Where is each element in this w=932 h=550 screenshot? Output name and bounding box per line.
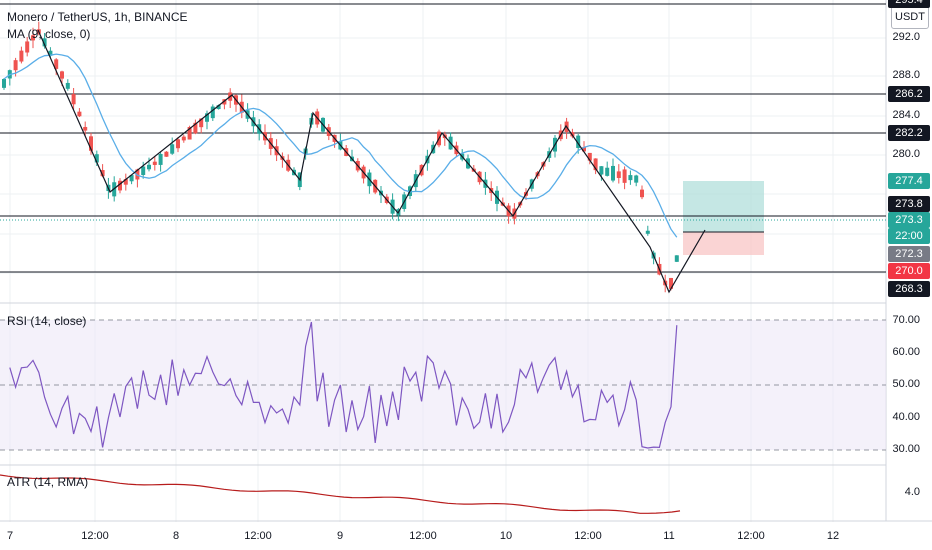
candle-body[interactable]: [193, 122, 198, 134]
candle-body[interactable]: [210, 106, 215, 119]
candle-body[interactable]: [628, 175, 633, 181]
candle-body[interactable]: [48, 50, 53, 56]
rsi-line[interactable]: [9, 321, 678, 449]
candle-body[interactable]: [19, 50, 24, 62]
time-tick: 12: [826, 530, 840, 542]
candle-body[interactable]: [216, 105, 221, 110]
atr-tick: 4.0: [904, 486, 920, 498]
candle-body[interactable]: [587, 152, 592, 161]
candle-body[interactable]: [25, 41, 30, 53]
price-tick: 292.0: [892, 31, 920, 43]
ma-line[interactable]: [3, 53, 678, 238]
candle-body[interactable]: [611, 165, 615, 181]
candle-body[interactable]: [593, 158, 598, 171]
candle-body[interactable]: [158, 153, 163, 165]
rsi-tick: 50.00: [892, 378, 920, 390]
level-tag-top: 295.4: [888, 0, 930, 8]
symbol-title[interactable]: Monero / TetherUS, 1h, BINANCE: [7, 10, 188, 24]
time-tick: 9: [336, 530, 344, 542]
low-price-tag: 268.3: [888, 281, 930, 297]
candle-body[interactable]: [674, 255, 679, 262]
candle-body[interactable]: [100, 170, 105, 177]
candle-body[interactable]: [83, 126, 88, 131]
entry-price-tag: 272.3: [888, 246, 930, 262]
time-tick: 11: [663, 530, 675, 542]
rsi-label[interactable]: RSI (14, close): [7, 314, 87, 328]
candle-body[interactable]: [89, 136, 93, 151]
candle-body[interactable]: [164, 151, 169, 157]
candle-body[interactable]: [199, 118, 204, 128]
time-tick: 12:00: [81, 530, 109, 542]
level-tag-273: 273.8: [888, 196, 930, 212]
time-tick: 10: [499, 530, 513, 542]
candle-body[interactable]: [640, 189, 644, 198]
time-tick: 12:00: [244, 530, 272, 542]
time-tick: 12:00: [574, 530, 602, 542]
candle-body[interactable]: [2, 78, 6, 88]
level-tag-286: 286.2: [888, 86, 930, 102]
ma-indicator-label[interactable]: MA (9, close, 0): [7, 27, 91, 41]
candle-body[interactable]: [599, 166, 604, 175]
price-tick: 288.0: [892, 69, 920, 81]
candle-body[interactable]: [147, 164, 151, 170]
horizontal-levels[interactable]: [0, 3, 886, 273]
bar-countdown: 22:00: [888, 228, 930, 244]
candle-body[interactable]: [605, 167, 610, 176]
time-tick: 7: [6, 530, 14, 542]
candle-body[interactable]: [582, 147, 586, 152]
candle-body[interactable]: [222, 99, 227, 105]
level-tag-282: 282.2: [888, 125, 930, 141]
rsi-levels: [0, 319, 886, 451]
last-price-tag: 273.3: [888, 212, 930, 228]
rsi-tick: 60.00: [892, 346, 920, 358]
profit-zone[interactable]: [683, 181, 764, 232]
candle-body[interactable]: [31, 35, 35, 41]
candle-body[interactable]: [141, 166, 146, 175]
candle-body[interactable]: [13, 60, 18, 71]
target-price-tag: 277.4: [888, 173, 930, 189]
candle-body[interactable]: [645, 230, 650, 234]
candle-body[interactable]: [42, 38, 47, 47]
candle-body[interactable]: [152, 161, 157, 165]
time-tick: 12:00: [409, 530, 437, 542]
rsi-tick: 30.00: [892, 443, 920, 455]
candle-body[interactable]: [123, 179, 128, 185]
rsi-tick: 40.00: [892, 411, 920, 423]
candle-body[interactable]: [634, 175, 639, 183]
candle-body[interactable]: [129, 175, 134, 182]
candle-body[interactable]: [60, 71, 64, 79]
candle-body[interactable]: [54, 59, 59, 69]
loss-zone[interactable]: [683, 232, 764, 255]
candle-body[interactable]: [176, 139, 180, 149]
candle-body[interactable]: [77, 111, 82, 117]
candle-body[interactable]: [170, 144, 175, 154]
stop-price-tag: 270.0: [888, 263, 930, 279]
candle-body[interactable]: [65, 82, 70, 89]
candle-body[interactable]: [71, 94, 76, 105]
atr-line[interactable]: [0, 474, 681, 514]
candle-body[interactable]: [616, 171, 621, 179]
candle-body[interactable]: [187, 127, 192, 140]
price-tick: 280.0: [892, 148, 920, 160]
price-tick: 284.0: [892, 109, 920, 121]
time-tick: 12:00: [737, 530, 765, 542]
candle-body[interactable]: [622, 169, 627, 183]
rsi-tick: 70.00: [892, 314, 920, 326]
time-tick: 8: [172, 530, 180, 542]
candle-body[interactable]: [118, 180, 122, 191]
candle-body[interactable]: [669, 278, 673, 289]
candle-body[interactable]: [205, 113, 209, 122]
currency-button[interactable]: USDT: [891, 5, 929, 29]
atr-label[interactable]: ATR (14, RMA): [7, 475, 89, 489]
zigzag-drawing[interactable]: [37, 29, 706, 294]
candle-body[interactable]: [94, 154, 99, 163]
candle-body[interactable]: [576, 135, 581, 148]
candle-body[interactable]: [181, 136, 186, 141]
